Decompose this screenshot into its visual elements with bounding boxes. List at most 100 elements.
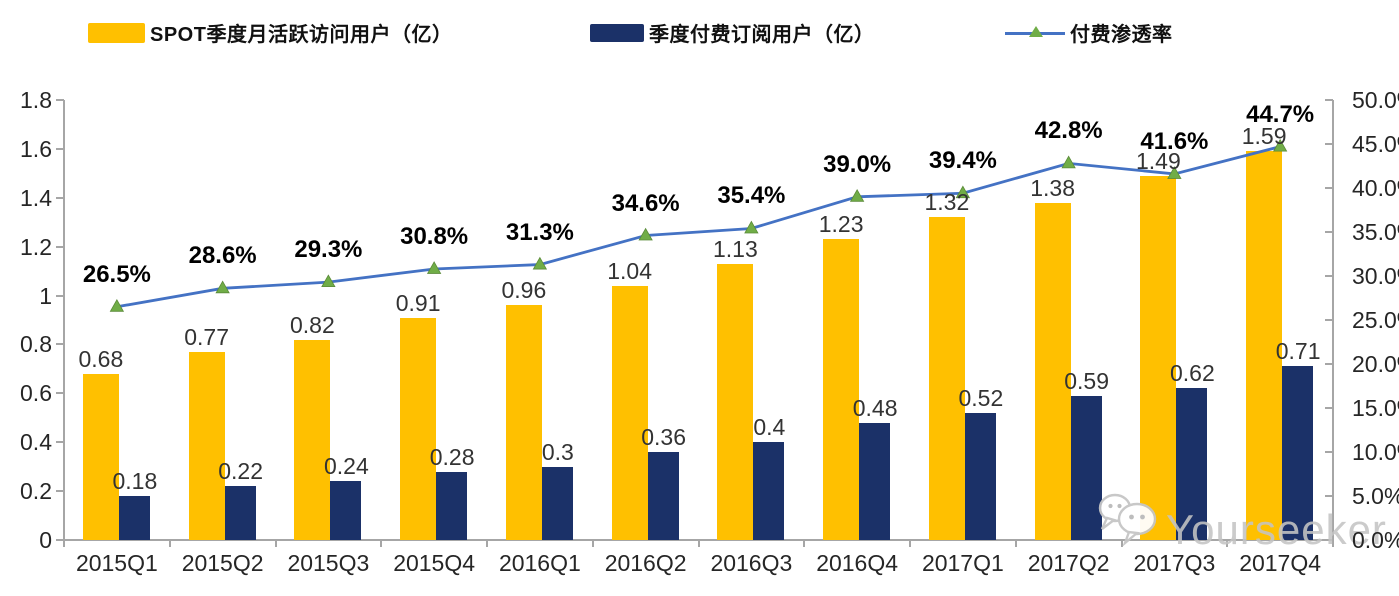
subs-bar: [964, 412, 996, 540]
y-axis-left-label: 1.2: [20, 233, 52, 260]
mau-bar-label: 0.68: [78, 345, 124, 372]
penetration-point-marker: [532, 256, 548, 270]
subs-bar-label: 0.22: [218, 458, 263, 485]
y-axis-right-label: 35.0%: [1352, 219, 1399, 245]
y-axis-right-label: 15.0%: [1352, 395, 1399, 421]
mau-bar: [188, 351, 225, 540]
y-axis-right-tick: [1325, 143, 1333, 145]
subs-bar: [541, 466, 573, 540]
line-marker-swatch: [1005, 23, 1065, 43]
y-axis-left-label: 0.6: [20, 380, 52, 407]
y-axis-left-label: 0.2: [20, 478, 52, 505]
mau-bar-label: 1.13: [712, 235, 758, 262]
penetration-label: 44.7%: [1246, 100, 1315, 128]
mau-bar-label: 1.04: [607, 257, 652, 284]
penetration-point-marker: [1061, 155, 1076, 169]
x-axis-label: 2017Q3: [1133, 550, 1216, 576]
subs-bar-label: 0.59: [1064, 367, 1109, 394]
mau-bar: [294, 339, 331, 540]
legend-item-subs: 季度付费订阅用户（亿）: [590, 18, 875, 47]
x-axis-label: 2016Q3: [710, 550, 793, 576]
penetration-point-marker: [638, 227, 653, 241]
penetration-label: 35.4%: [717, 182, 786, 210]
x-axis-tick: [803, 540, 806, 547]
subs-bar: [1176, 388, 1208, 540]
subs-bar: [330, 481, 362, 540]
y-axis-left-line: [63, 100, 65, 540]
x-axis-label: 2017Q1: [921, 550, 1004, 576]
penetration-line: [116, 145, 1281, 309]
penetration-label: 42.8%: [1034, 117, 1103, 145]
y-axis-right-label: 45.0%: [1352, 131, 1399, 157]
x-axis-label: 2017Q2: [1027, 550, 1110, 576]
penetration-label: 28.6%: [188, 242, 257, 270]
y-axis-right-label: 30.0%: [1352, 263, 1399, 289]
wechat-icon: [1098, 493, 1157, 547]
y-axis-right-tick: [1325, 495, 1333, 497]
penetration-point-marker: [849, 188, 865, 202]
x-axis-tick: [1014, 540, 1017, 547]
watermark: Yourseeker: [1094, 486, 1387, 552]
x-axis-tick: [1226, 540, 1229, 547]
penetration-label: 39.0%: [823, 150, 892, 178]
penetration-point-marker: [744, 220, 759, 234]
y-axis-left-label: 0.4: [20, 429, 52, 456]
subs-bar-label: 0.62: [1169, 360, 1215, 387]
x-axis-tick: [63, 540, 65, 547]
x-axis-tick: [486, 540, 488, 547]
penetration-label: 41.6%: [1140, 127, 1209, 155]
subs-bar: [859, 422, 891, 540]
x-axis-label: 2015Q1: [75, 550, 158, 576]
y-axis-right-tick: [1325, 407, 1333, 409]
legend-label-subs: 季度付费订阅用户（亿）: [649, 24, 875, 46]
y-axis-left-tick: [56, 392, 64, 395]
subs-bar: [1282, 366, 1314, 540]
x-axis-tick: [591, 540, 594, 547]
gold-bar-swatch: [88, 22, 145, 43]
subs-bar: [118, 496, 150, 540]
mau-bar-label: 1.38: [1030, 174, 1075, 201]
y-axis-right-tick: [1325, 451, 1333, 453]
subs-bar: [224, 486, 256, 540]
y-axis-right-tick: [1325, 319, 1333, 321]
subs-bar-label: 0.36: [641, 424, 686, 450]
mau-bar: [400, 317, 437, 540]
x-axis-label: 2016Q2: [604, 550, 687, 576]
mau-bar: [611, 285, 648, 540]
y-axis-left-label: 1: [39, 282, 52, 309]
y-axis-right-tick: [1325, 275, 1333, 277]
subs-bar: [1070, 395, 1102, 540]
y-axis-right-label: 50.0%: [1352, 87, 1399, 113]
subs-bar-label: 0.71: [1275, 338, 1321, 365]
y-axis-left-label: 1.6: [20, 135, 52, 162]
x-axis-tick: [380, 540, 383, 547]
y-axis-right-label: 20.0%: [1352, 351, 1399, 377]
y-axis-left-tick: [56, 294, 64, 297]
subs-bar-label: 0.48: [852, 394, 898, 421]
subs-bar: [647, 452, 679, 540]
mau-bar: [823, 239, 860, 540]
y-axis-left-label: 1.8: [20, 87, 52, 113]
penetration-point-marker: [426, 261, 442, 274]
penetration-point-marker: [215, 280, 230, 294]
mau-bar: [717, 263, 754, 540]
penetration-point-marker: [109, 298, 125, 312]
x-axis-tick: [1120, 540, 1123, 547]
penetration-label: 30.8%: [400, 222, 469, 250]
navy-bar-swatch: [590, 23, 644, 42]
y-axis-right-label: 25.0%: [1352, 307, 1399, 333]
legend-label-mau: SPOT季度月活跃访问用户（亿）: [150, 24, 453, 46]
x-axis-label: 2017Q4: [1239, 550, 1322, 576]
x-axis-label: 2015Q4: [393, 550, 476, 576]
y-axis-left-tick: [56, 99, 64, 101]
mau-bar-label: 1.23: [818, 211, 864, 238]
subs-bar: [753, 442, 785, 540]
penetration-label: 34.6%: [611, 189, 680, 217]
y-axis-right-tick: [1325, 539, 1333, 541]
legend-label-penetration: 付费渗透率: [1070, 24, 1173, 46]
triangle-marker-icon: [1029, 25, 1043, 37]
penetration-label: 29.3%: [294, 236, 363, 264]
x-axis-tick: [697, 540, 700, 547]
penetration-label: 39.4%: [928, 147, 997, 175]
